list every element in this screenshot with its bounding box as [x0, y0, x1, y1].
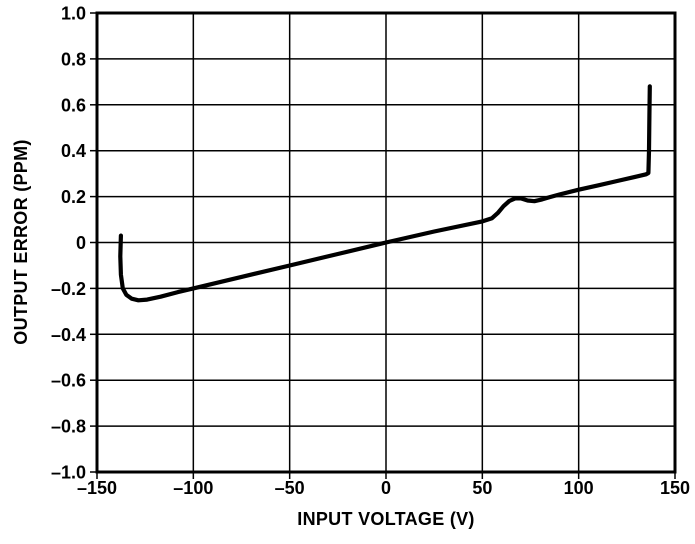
x-tick-label: 50	[472, 478, 492, 498]
y-tick-label: –1.0	[51, 463, 86, 483]
y-axis-title: OUTPUT ERROR (PPM)	[11, 139, 31, 345]
x-tick-label: –150	[77, 478, 117, 498]
y-tick-label: –0.2	[51, 279, 86, 299]
y-tick-label: 0.6	[61, 95, 86, 115]
x-tick-labels: –150 –100 –50 0 50 100 150	[77, 478, 690, 498]
x-tick-label: 150	[660, 478, 690, 498]
x-tick-label: 100	[564, 478, 594, 498]
plot-border	[95, 11, 677, 474]
y-tick-label: 0.2	[61, 187, 86, 207]
y-tick-labels: 1.0 0.8 0.6 0.4 0.2 0 –0.2 –0.4 –0.6 –0.8 –1.0	[51, 4, 86, 483]
x-tick-label: 0	[381, 478, 391, 498]
y-tick-label: 0.4	[61, 141, 86, 161]
y-tick-label: 1.0	[61, 4, 86, 24]
axis-ticks	[90, 12, 676, 479]
y-tick-label: –0.4	[51, 325, 86, 345]
y-tick-label: 0.8	[61, 49, 86, 69]
x-tick-label: –100	[173, 478, 213, 498]
error-curve	[118, 84, 652, 303]
x-tick-label: –50	[275, 478, 305, 498]
y-tick-label: 0	[76, 233, 86, 253]
x-axis-title: INPUT VOLTAGE (V)	[297, 509, 475, 529]
y-tick-label: –0.8	[51, 417, 86, 437]
y-tick-label: –0.6	[51, 371, 86, 391]
